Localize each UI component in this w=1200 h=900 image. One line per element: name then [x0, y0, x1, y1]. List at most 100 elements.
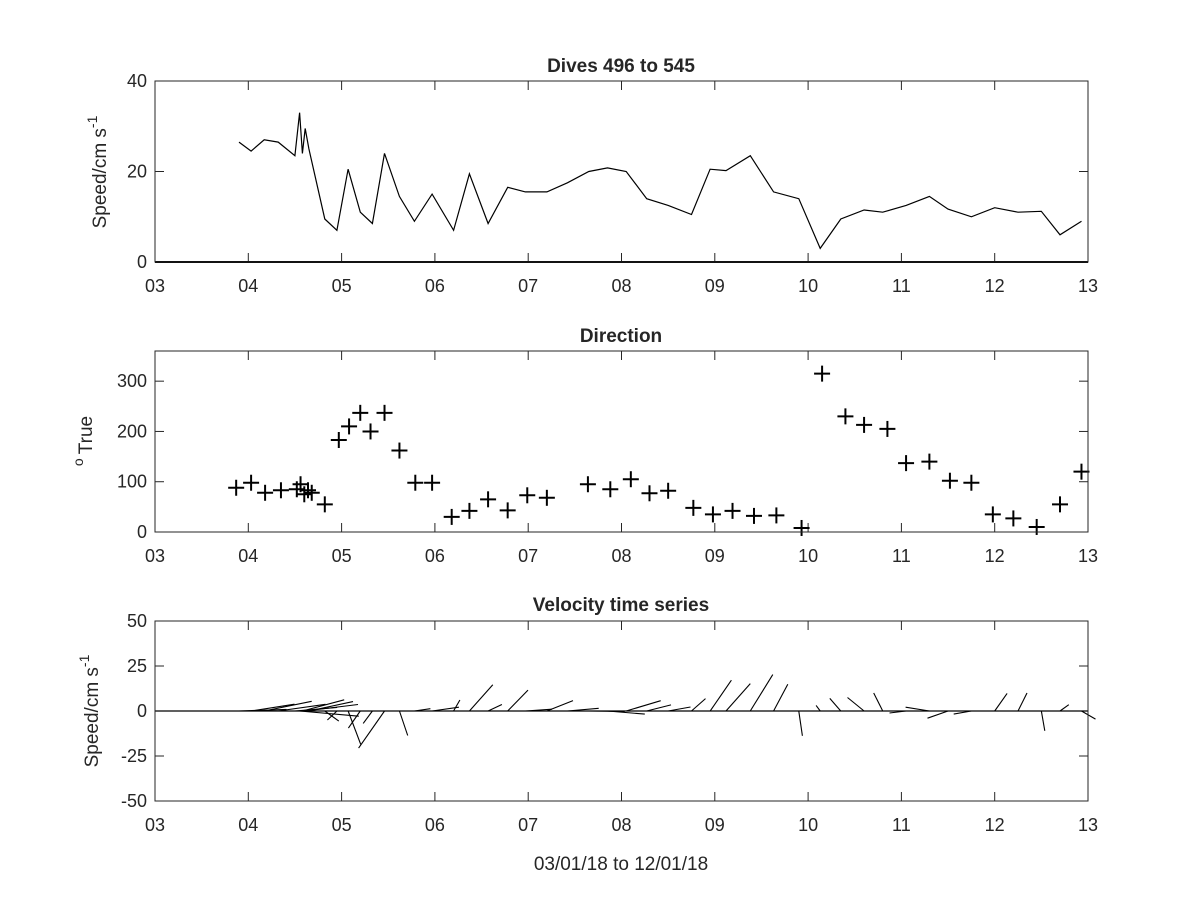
- x-tick-label: 05: [332, 546, 352, 566]
- velocity-stick: [414, 708, 431, 712]
- velocity-stick: [709, 679, 732, 712]
- x-tick-label: 11: [892, 815, 911, 835]
- direction-point: [407, 474, 424, 491]
- velocity-stick: [308, 701, 354, 712]
- direction-point: [352, 404, 369, 421]
- x-tick-label: 06: [425, 546, 445, 566]
- direction-point: [1052, 496, 1069, 513]
- velocity-stick: [525, 708, 553, 712]
- y-tick-label: 0: [137, 522, 147, 542]
- velocity-stick: [1059, 704, 1070, 712]
- direction-point: [538, 489, 555, 506]
- y-tick-label: -50: [121, 791, 147, 811]
- direction-point: [879, 420, 896, 437]
- velocity-stick: [668, 706, 691, 712]
- x-tick-label: 03: [145, 546, 165, 566]
- x-tick-label: 08: [611, 815, 631, 835]
- direction-point: [685, 499, 702, 516]
- velocity-panel-ylabel-sup: -1: [76, 654, 92, 667]
- velocity-panel-title: Velocity time series: [533, 595, 709, 616]
- velocity-stick: [749, 674, 774, 712]
- direction-point: [424, 474, 441, 491]
- x-tick-label: 10: [798, 546, 818, 566]
- y-tick-label: 200: [117, 421, 147, 441]
- velocity-stick: [487, 704, 503, 712]
- velocity-panel-xlabel: 03/01/18 to 12/01/18: [534, 854, 708, 875]
- direction-point: [984, 506, 1001, 523]
- x-tick-label: 13: [1078, 815, 1098, 835]
- direction-point: [330, 431, 347, 448]
- direction-point: [362, 423, 379, 440]
- velocity-panel-marks: [155, 674, 1096, 749]
- x-tick-label: 07: [518, 276, 538, 296]
- speed-panel-ticks: 03 04 05 06 07 08 09 10 11 12 13 0 20 40: [127, 71, 1098, 296]
- y-tick-label: 100: [117, 472, 147, 492]
- velocity-stick: [626, 700, 661, 712]
- velocity-stick: [588, 710, 625, 713]
- velocity-stick: [327, 710, 338, 721]
- direction-point: [963, 474, 980, 491]
- velocity-stick: [358, 710, 385, 749]
- x-tick-label: 03: [145, 276, 165, 296]
- velocity-stick: [691, 698, 706, 712]
- direction-panel-title: Direction: [580, 326, 662, 347]
- y-tick-label: 50: [127, 611, 147, 631]
- x-tick-label: 10: [798, 815, 818, 835]
- velocity-stick: [927, 710, 949, 719]
- velocity-stick: [1040, 710, 1046, 731]
- direction-point: [391, 442, 408, 459]
- x-tick-label: 11: [892, 546, 911, 566]
- x-tick-label: 05: [332, 815, 352, 835]
- velocity-stick: [453, 699, 461, 712]
- velocity-stick: [432, 706, 459, 712]
- speed-panel: Dives 496 to 545 Speed/cm s-1 03 04 05 06 07…: [84, 56, 1098, 296]
- velocity-stick: [1017, 692, 1028, 712]
- velocity-stick: [773, 683, 789, 712]
- x-tick-label: 04: [238, 276, 258, 296]
- velocity-stick: [546, 700, 574, 712]
- y-tick-label: 0: [137, 252, 147, 272]
- y-tick-label: -25: [121, 746, 147, 766]
- velocity-panel-ylabel: Speed/cm s-1: [76, 654, 103, 767]
- direction-point: [1073, 463, 1090, 480]
- velocity-stick: [798, 710, 803, 736]
- velocity-stick: [873, 692, 884, 712]
- x-tick-label: 07: [518, 546, 538, 566]
- direction-point: [316, 496, 333, 513]
- direction-point: [660, 482, 677, 499]
- velocity-stick: [567, 707, 599, 712]
- direction-point: [443, 508, 460, 525]
- y-tick-label: 300: [117, 371, 147, 391]
- velocity-stick: [264, 700, 312, 712]
- direction-panel-axes-box: [154, 350, 1089, 533]
- direction-point: [898, 455, 915, 472]
- x-tick-label: 05: [332, 276, 352, 296]
- direction-point: [724, 502, 741, 519]
- direction-point: [243, 474, 260, 491]
- x-tick-label: 07: [518, 815, 538, 835]
- direction-point: [1005, 510, 1022, 527]
- direction-point: [461, 502, 478, 519]
- velocity-panel-ticks: 03 04 05 06 07 08 09 10 11 12 13 50 25 0 -25 -50: [121, 611, 1098, 835]
- x-tick-label: 12: [985, 546, 1005, 566]
- direction-point: [296, 486, 313, 503]
- velocity-stick: [469, 684, 494, 712]
- direction-point: [272, 482, 289, 499]
- direction-point: [745, 507, 762, 524]
- direction-point: [837, 408, 854, 425]
- velocity-stick: [398, 710, 409, 736]
- y-tick-label: 20: [127, 162, 147, 182]
- velocity-stick: [994, 693, 1008, 712]
- direction-point: [921, 453, 938, 470]
- velocity-stick: [302, 699, 345, 712]
- speed-panel-ylabel: Speed/cm s-1: [84, 115, 111, 228]
- y-tick-label: 0: [137, 701, 147, 721]
- speed-panel-title: Dives 496 to 545: [547, 56, 695, 77]
- direction-point: [704, 506, 721, 523]
- speed-series-line: [238, 112, 1082, 250]
- x-tick-label: 03: [145, 815, 165, 835]
- velocity-stick: [646, 704, 672, 712]
- speed-panel-axes-box: [154, 80, 1089, 263]
- x-tick-label: 11: [892, 276, 911, 296]
